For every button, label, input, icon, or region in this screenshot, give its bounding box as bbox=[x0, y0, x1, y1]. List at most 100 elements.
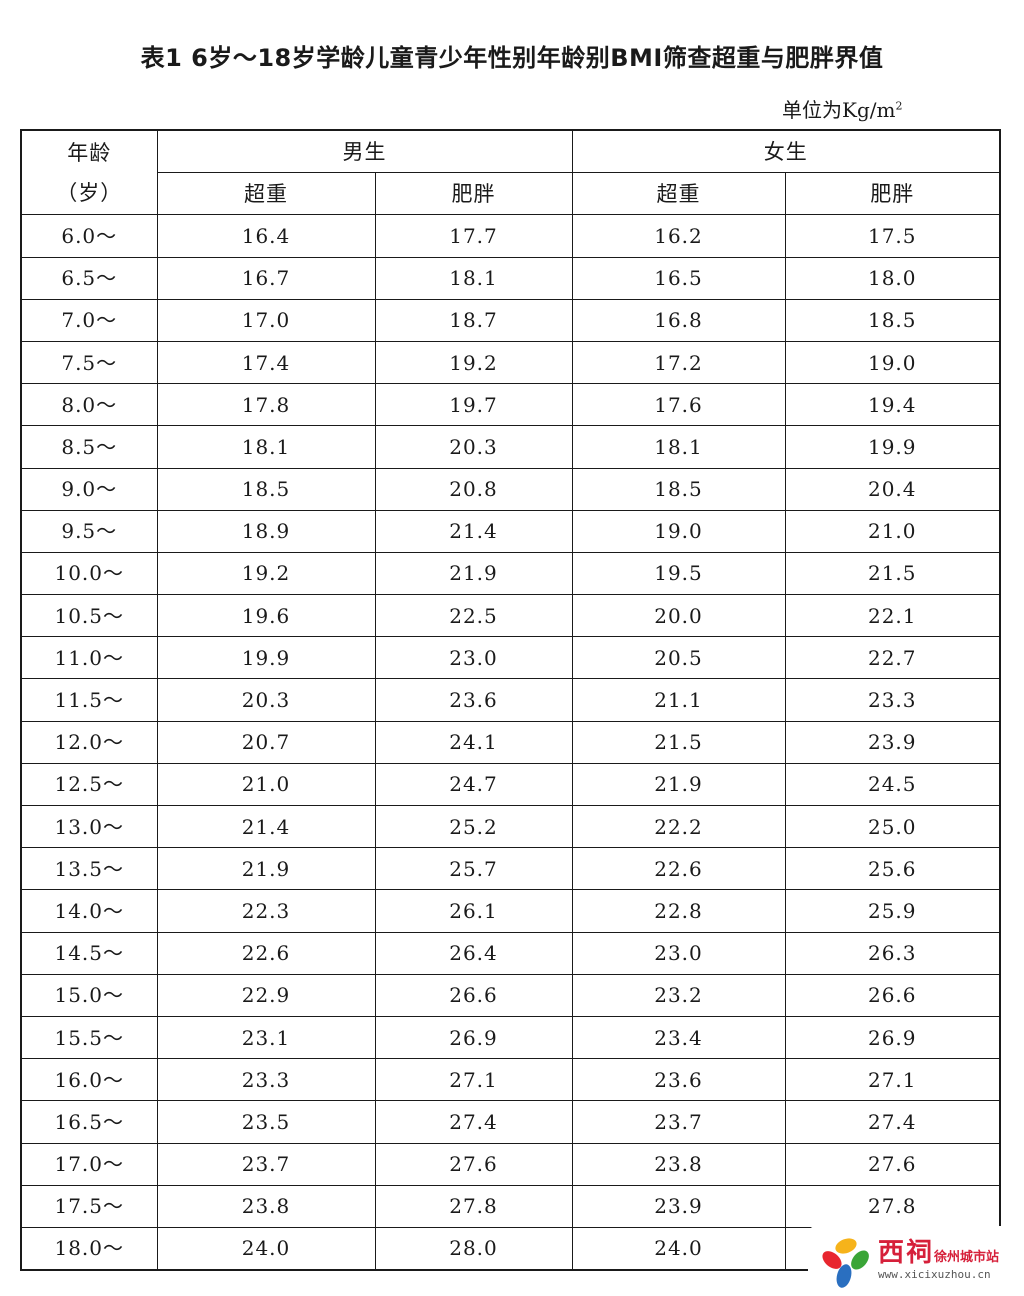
bmi-table: 年龄 （岁） 男生 女生 超重 肥胖 超重 肥胖 6.0～ 16.4 17.7 16.… bbox=[20, 129, 1001, 1272]
male-obese-cell: 19.2 bbox=[374, 340, 573, 385]
female-overweight-cell: 23.2 bbox=[571, 973, 786, 1017]
female-obese-cell: 27.8 bbox=[784, 1184, 1001, 1228]
male-overweight-cell: 18.9 bbox=[156, 509, 376, 553]
table-row: 11.0～ 19.9 23.0 20.5 22.7 bbox=[20, 636, 1001, 680]
male-obese-cell: 27.1 bbox=[374, 1058, 573, 1102]
male-overweight-cell: 20.7 bbox=[156, 720, 376, 764]
age-cell: 7.0～ bbox=[20, 298, 158, 342]
female-obese-cell: 27.4 bbox=[784, 1100, 1001, 1144]
watermark-brand-name: 西祠 bbox=[878, 1238, 935, 1268]
watermark-domain: www.xicixuzhou.cn bbox=[878, 1268, 991, 1281]
male-overweight-header: 超重 bbox=[156, 172, 376, 216]
male-obese-cell: 17.7 bbox=[374, 214, 573, 258]
male-overweight-cell: 22.9 bbox=[156, 973, 376, 1017]
male-overweight-cell: 23.1 bbox=[156, 1015, 376, 1060]
male-overweight-cell: 20.3 bbox=[156, 678, 376, 722]
female-obese-cell: 20.4 bbox=[784, 467, 1001, 511]
male-overweight-cell: 17.0 bbox=[156, 298, 376, 342]
male-overweight-cell: 17.4 bbox=[156, 340, 376, 385]
male-obese-header: 肥胖 bbox=[374, 172, 573, 216]
female-obese-cell: 19.9 bbox=[784, 425, 1001, 469]
table-row: 15.5～ 23.1 26.9 23.4 26.9 bbox=[20, 1015, 1001, 1060]
table-row: 9.0～ 18.5 20.8 18.5 20.4 bbox=[20, 467, 1001, 511]
female-overweight-cell: 23.0 bbox=[571, 931, 786, 975]
female-overweight-cell: 23.7 bbox=[571, 1100, 786, 1144]
female-overweight-cell: 21.5 bbox=[571, 720, 786, 764]
female-overweight-cell: 18.5 bbox=[571, 467, 786, 511]
female-obese-cell: 24.5 bbox=[784, 762, 1001, 807]
female-obese-cell: 25.6 bbox=[784, 847, 1001, 891]
table-row: 9.5～ 18.9 21.4 19.0 21.0 bbox=[20, 509, 1001, 553]
table-row: 13.0～ 21.4 25.2 22.2 25.0 bbox=[20, 804, 1001, 849]
table-row: 7.5～ 17.4 19.2 17.2 19.0 bbox=[20, 340, 1001, 385]
female-overweight-cell: 20.5 bbox=[571, 636, 786, 680]
male-obese-cell: 24.1 bbox=[374, 720, 573, 764]
watermark-tagline: 徐州城市站 bbox=[934, 1250, 1000, 1265]
page-title: 表1 6岁～18岁学龄儿童青少年性别年龄别BMI筛查超重与肥胖界值 bbox=[140, 44, 884, 72]
male-obese-cell: 19.7 bbox=[374, 383, 573, 427]
female-overweight-cell: 17.2 bbox=[571, 340, 786, 385]
age-cell: 15.5～ bbox=[20, 1015, 158, 1060]
unit-text: 单位为Kg/m bbox=[782, 98, 896, 122]
table-row: 6.5～ 16.7 18.1 16.5 18.0 bbox=[20, 256, 1001, 300]
age-cell: 6.0～ bbox=[20, 214, 158, 258]
male-overweight-cell: 21.9 bbox=[156, 847, 376, 891]
male-overweight-cell: 23.5 bbox=[156, 1100, 376, 1144]
female-overweight-cell: 16.8 bbox=[571, 298, 786, 342]
male-overweight-cell: 22.3 bbox=[156, 889, 376, 933]
age-cell: 16.0～ bbox=[20, 1058, 158, 1102]
male-obese-cell: 27.4 bbox=[374, 1100, 573, 1144]
pinwheel-logo-icon bbox=[822, 1238, 869, 1288]
female-overweight-cell: 23.4 bbox=[571, 1015, 786, 1060]
male-obese-cell: 26.9 bbox=[374, 1015, 573, 1060]
age-cell: 16.5～ bbox=[20, 1100, 158, 1144]
age-cell: 10.5～ bbox=[20, 594, 158, 638]
age-cell: 9.0～ bbox=[20, 467, 158, 511]
female-overweight-cell: 22.2 bbox=[571, 804, 786, 849]
table-row: 16.5～ 23.5 27.4 23.7 27.4 bbox=[20, 1100, 1001, 1144]
table-row: 17.5～ 23.8 27.8 23.9 27.8 bbox=[20, 1184, 1001, 1228]
age-cell: 10.0～ bbox=[20, 551, 158, 596]
male-overweight-cell: 23.3 bbox=[156, 1058, 376, 1102]
table-row: 12.0～ 20.7 24.1 21.5 23.9 bbox=[20, 720, 1001, 764]
male-obese-cell: 25.2 bbox=[374, 804, 573, 849]
female-overweight-cell: 24.0 bbox=[571, 1226, 786, 1271]
table-row: 14.5～ 22.6 26.4 23.0 26.3 bbox=[20, 931, 1001, 975]
female-overweight-cell: 18.1 bbox=[571, 425, 786, 469]
female-overweight-cell: 22.8 bbox=[571, 889, 786, 933]
age-cell: 14.0～ bbox=[20, 889, 158, 933]
female-overweight-cell: 16.2 bbox=[571, 214, 786, 258]
male-overweight-cell: 16.7 bbox=[156, 256, 376, 300]
age-cell: 8.5～ bbox=[20, 425, 158, 469]
male-obese-cell: 26.6 bbox=[374, 973, 573, 1017]
male-obese-cell: 27.6 bbox=[374, 1142, 573, 1186]
female-obese-cell: 18.0 bbox=[784, 256, 1001, 300]
male-obese-cell: 24.7 bbox=[374, 762, 573, 807]
unit-superscript: 2 bbox=[895, 99, 903, 113]
unit-label: 单位为Kg/m2 bbox=[782, 94, 902, 123]
female-obese-cell: 23.3 bbox=[784, 678, 1001, 722]
male-obese-cell: 23.0 bbox=[374, 636, 573, 680]
male-obese-cell: 27.8 bbox=[374, 1184, 573, 1228]
male-obese-cell: 20.3 bbox=[374, 425, 573, 469]
male-overweight-cell: 23.8 bbox=[156, 1184, 376, 1228]
watermark: 西祠徐州城市站 www.xicixuzhou.cn bbox=[808, 1226, 1024, 1296]
male-obese-cell: 18.7 bbox=[374, 298, 573, 342]
table-row: 8.0～ 17.8 19.7 17.6 19.4 bbox=[20, 383, 1001, 427]
male-overweight-cell: 19.9 bbox=[156, 636, 376, 680]
age-cell: 7.5～ bbox=[20, 340, 158, 385]
age-cell: 6.5～ bbox=[20, 256, 158, 300]
female-obese-cell: 18.5 bbox=[784, 298, 1001, 342]
female-obese-cell: 26.9 bbox=[784, 1015, 1001, 1060]
female-obese-cell: 25.0 bbox=[784, 804, 1001, 849]
male-obese-cell: 20.8 bbox=[374, 467, 573, 511]
age-cell: 12.5～ bbox=[20, 762, 158, 807]
age-header-line2: （岁） bbox=[56, 180, 123, 205]
table-row: 17.0～ 23.7 27.6 23.8 27.6 bbox=[20, 1142, 1001, 1186]
male-overweight-cell: 23.7 bbox=[156, 1142, 376, 1186]
female-obese-cell: 27.6 bbox=[784, 1142, 1001, 1186]
age-cell: 14.5～ bbox=[20, 931, 158, 975]
female-obese-cell: 19.4 bbox=[784, 383, 1001, 427]
male-obese-cell: 21.9 bbox=[374, 551, 573, 596]
table-row: 6.0～ 16.4 17.7 16.2 17.5 bbox=[20, 214, 1001, 258]
